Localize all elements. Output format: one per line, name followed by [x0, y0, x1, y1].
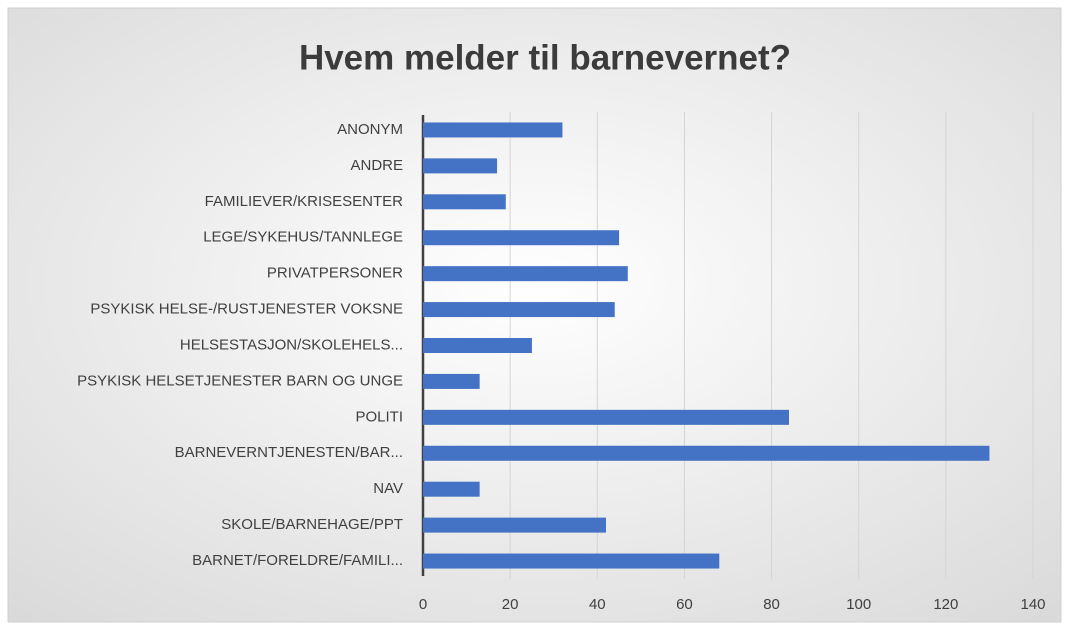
bar	[423, 445, 990, 461]
y-tick-label: FAMILIEVER/KRISESENTER	[205, 193, 404, 210]
bar	[423, 338, 532, 353]
y-tick-label: PSYKISK HELSE-/RUSTJENESTER VOKSNE	[90, 301, 403, 318]
y-tick-label: BARNET/FORELDRE/FAMILI...	[192, 552, 403, 569]
bar	[423, 409, 789, 425]
y-tick-label: SKOLE/BARNEHAGE/PPT	[221, 516, 403, 533]
y-tick-label: ANONYM	[337, 121, 403, 138]
y-tick-label: POLITI	[355, 408, 403, 425]
bar	[423, 517, 606, 533]
y-tick-label: PSYKISK HELSETJENESTER BARN OG UNGE	[77, 372, 403, 389]
y-tick-label: PRIVATPERSONER	[267, 265, 403, 282]
bar	[423, 481, 480, 497]
x-tick-label: 80	[763, 596, 780, 613]
y-tick-label: ANDRE	[350, 157, 403, 174]
y-tick-label: LEGE/SYKEHUS/TANNLEGE	[203, 229, 403, 246]
y-tick-label: NAV	[373, 480, 403, 497]
x-tick-label: 40	[589, 596, 606, 613]
x-tick-label: 120	[933, 596, 958, 613]
bar	[423, 266, 628, 282]
bar	[423, 122, 563, 138]
bar	[423, 373, 480, 389]
bar	[423, 158, 498, 174]
bar	[423, 302, 615, 318]
x-tick-label: 100	[846, 596, 871, 613]
x-tick-label: 60	[676, 596, 693, 613]
x-tick-label: 0	[419, 596, 427, 613]
bar	[423, 553, 720, 569]
y-tick-label: HELSESTASJON/SKOLEHELS...	[180, 336, 403, 353]
bar	[423, 230, 620, 246]
x-tick-label: 20	[502, 596, 519, 613]
y-tick-label: BARNEVERNTJENESTEN/BAR...	[175, 444, 403, 461]
bar	[423, 194, 506, 210]
x-tick-label: 140	[1020, 596, 1045, 613]
chart-title: Hvem melder til barnevernet?	[299, 38, 791, 77]
